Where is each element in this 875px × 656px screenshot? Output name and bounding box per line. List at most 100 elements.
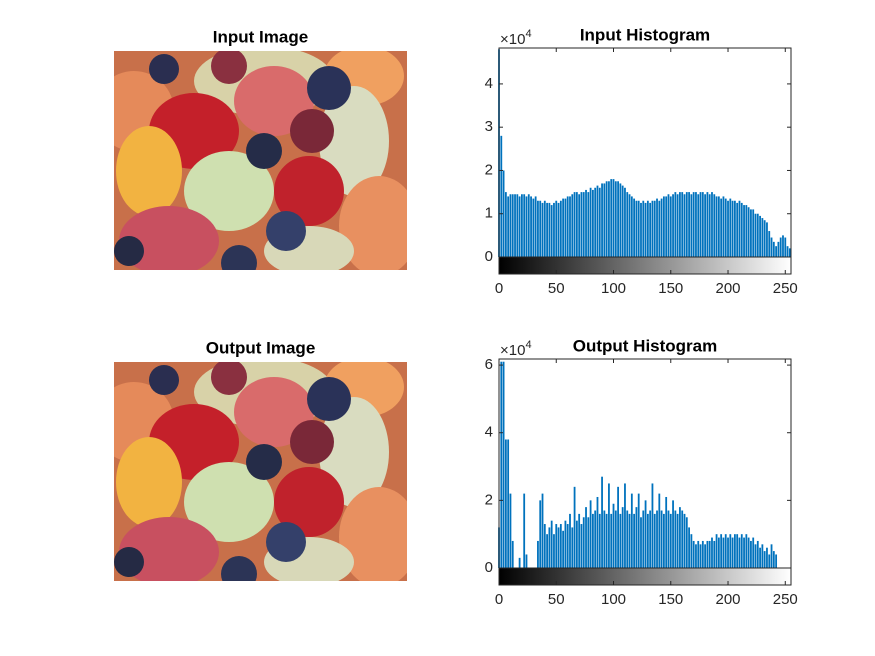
bar <box>532 198 535 257</box>
bar <box>511 194 514 257</box>
bar <box>660 510 663 568</box>
bar <box>633 513 636 568</box>
bar <box>766 222 768 257</box>
bar <box>614 181 617 257</box>
bar <box>553 534 555 568</box>
image-title: Output Image <box>206 338 316 357</box>
bar <box>708 540 711 568</box>
bar <box>589 187 592 257</box>
bar <box>555 524 558 568</box>
bar <box>729 198 732 257</box>
bar <box>649 202 652 257</box>
bar <box>541 202 544 257</box>
bar <box>720 534 723 568</box>
bar <box>701 192 704 257</box>
bar <box>782 235 784 257</box>
y-tick-label: 2 <box>485 161 493 178</box>
y-scale-label: ×104 <box>500 28 532 48</box>
bar <box>637 200 640 257</box>
bar <box>772 241 775 257</box>
bar <box>658 493 661 568</box>
x-tick-label: 50 <box>548 591 565 608</box>
bar <box>527 194 530 257</box>
bar <box>624 483 626 568</box>
bar <box>569 513 571 568</box>
bar <box>525 196 528 257</box>
bar <box>752 537 755 568</box>
bar <box>587 192 590 257</box>
bar <box>779 237 782 257</box>
bar <box>699 544 702 568</box>
colorbar <box>498 567 792 586</box>
bar <box>550 205 553 257</box>
bar <box>770 237 773 257</box>
bar <box>591 513 594 568</box>
bar <box>738 537 741 568</box>
bar <box>708 194 711 257</box>
x-tick-label: 200 <box>716 280 741 297</box>
bar <box>724 198 727 257</box>
bar <box>500 361 503 568</box>
bar <box>530 196 532 257</box>
bar <box>667 194 670 257</box>
bar <box>711 537 713 568</box>
bar <box>546 202 548 257</box>
bar <box>649 510 652 568</box>
bar <box>715 196 718 257</box>
bar <box>507 439 510 568</box>
bar <box>548 527 551 568</box>
bar <box>679 507 681 568</box>
image-title: Input Image <box>213 27 308 46</box>
bar <box>575 192 578 257</box>
bar <box>619 183 622 257</box>
bar <box>598 187 601 257</box>
bar <box>695 544 697 568</box>
bar <box>578 194 581 257</box>
y-scale-base: ×10 <box>500 31 525 48</box>
bar <box>665 196 668 257</box>
bar <box>679 192 681 257</box>
bar <box>514 194 516 257</box>
bar <box>617 486 619 568</box>
bar <box>763 220 766 257</box>
bar <box>676 513 679 568</box>
bar <box>665 496 668 568</box>
bar <box>717 196 720 257</box>
bar <box>727 537 729 568</box>
bar <box>697 540 700 568</box>
bar <box>683 513 686 568</box>
bar <box>624 187 626 257</box>
bar <box>662 196 665 257</box>
bar <box>658 200 661 257</box>
bar <box>621 507 624 568</box>
bar <box>688 527 690 568</box>
bar <box>610 513 613 568</box>
bar <box>571 194 574 257</box>
bar <box>509 194 512 257</box>
bar <box>685 192 688 257</box>
y-scale-exponent: 4 <box>525 339 531 351</box>
bar <box>562 198 565 257</box>
bar <box>516 194 519 257</box>
bar <box>653 200 656 257</box>
bar <box>731 200 734 257</box>
bar <box>713 194 716 257</box>
bar <box>589 500 592 568</box>
bar <box>608 181 610 257</box>
bar <box>690 534 693 568</box>
bar <box>500 135 503 257</box>
bar <box>642 200 645 257</box>
bar <box>571 527 574 568</box>
bar <box>763 551 766 568</box>
bar <box>605 513 608 568</box>
bar <box>537 540 539 568</box>
bar <box>564 520 567 568</box>
bar <box>559 200 562 257</box>
bar <box>674 192 677 257</box>
bar <box>717 537 720 568</box>
bar <box>605 181 608 257</box>
y-scale-base: ×10 <box>500 342 525 359</box>
x-tick-label: 150 <box>658 591 683 608</box>
bar <box>676 194 679 257</box>
